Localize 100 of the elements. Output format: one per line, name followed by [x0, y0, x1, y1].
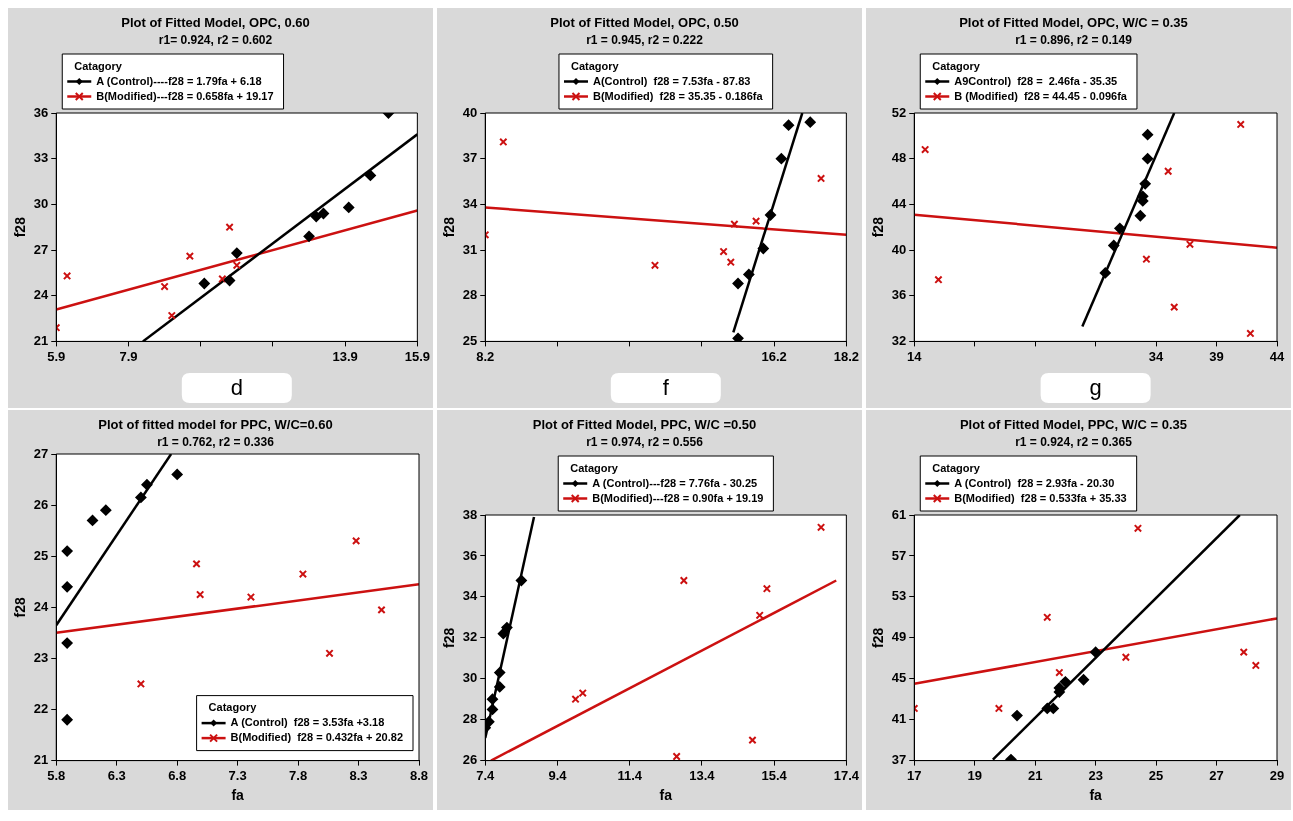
legend-label: B(Modified)---f28 = 0.658fa + 19.17 [96, 89, 274, 102]
y-tick-label: 31 [462, 241, 478, 257]
y-tick-label: 61 [891, 506, 907, 522]
x-tick-label: 25 [1148, 767, 1164, 783]
y-tick-label: 30 [33, 195, 49, 211]
legend-label: A9Control) f28 = 2.46fa - 35.35 [954, 74, 1118, 87]
x-tick-label: 23 [1088, 767, 1103, 783]
chart-subtitle: r1 = 0.896, r2 = 0.149 [1015, 33, 1133, 48]
chart-title: Plot of Fitted Model, OPC, 0.60 [121, 15, 310, 31]
x-tick-label: 19 [967, 767, 982, 783]
y-tick-label: 52 [891, 104, 907, 120]
legend-title: Catagory [570, 59, 620, 72]
legend-label: B (Modified) f28 = 44.45 - 0.096fa [954, 89, 1128, 102]
y-tick-label: 57 [891, 547, 907, 563]
y-tick-label: 28 [462, 287, 478, 303]
y-tick-label: 21 [33, 332, 49, 348]
y-tick-label: 36 [33, 104, 49, 120]
legend-label: A (Control)----f28 = 1.79fa + 6.18 [96, 74, 262, 87]
y-tick-label: 26 [33, 496, 49, 512]
y-tick-label: 48 [891, 150, 907, 166]
x-tick-label: 7.4 [476, 767, 496, 783]
y-tick-label: 33 [33, 150, 49, 166]
x-tick-label: 13.9 [332, 348, 358, 364]
x-tick-label: 7.9 [119, 348, 138, 364]
y-tick-label: 34 [462, 588, 479, 604]
legend-title: Catagory [74, 59, 123, 72]
y-tick-label: 37 [462, 150, 478, 166]
x-tick-label: 44 [1269, 348, 1285, 364]
legend-label: B(Modified) f28 = 0.432fa + 20.82 [230, 731, 403, 744]
x-tick-label: 6.3 [107, 767, 126, 783]
y-tick-label: 40 [891, 241, 907, 257]
text: f [662, 375, 670, 401]
chart-title: Plot of Fitted Model, OPC, W/C = 0.35 [959, 15, 1188, 31]
x-tick-label: 27 [1209, 767, 1224, 783]
x-tick-label: 39 [1209, 348, 1224, 364]
y-tick-label: 36 [891, 287, 907, 303]
y-tick-label: 27 [33, 445, 49, 461]
y-tick-label: 32 [891, 332, 907, 348]
x-tick-label: 8.3 [349, 767, 368, 783]
text: d [230, 375, 243, 401]
x-axis-title: fa [1089, 787, 1103, 804]
legend-title: Catagory [932, 59, 981, 72]
y-tick-label: 49 [891, 629, 907, 645]
x-tick-label: 17 [907, 767, 922, 783]
y-tick-label: 24 [33, 287, 50, 303]
text: g [1089, 375, 1102, 401]
chart-title: Plot of fitted model for PPC, W/C=0.60 [98, 417, 333, 433]
legend-label: B(Modified) f28 = 35.35 - 0.186fa [592, 89, 764, 102]
chart-subtitle: r1 = 0.924, r2 = 0.365 [1015, 435, 1133, 450]
legend-title: Catagory [208, 701, 258, 714]
y-tick-label: 38 [462, 506, 478, 522]
legend-title: Catagory [932, 461, 981, 474]
x-tick-label: 8.2 [476, 348, 495, 364]
y-tick-label: 41 [891, 711, 907, 727]
y-tick-label: 40 [462, 104, 478, 120]
x-axis-title: fa [231, 787, 245, 804]
chart-title: Plot of Fitted Model, PPC, W/C =0.50 [532, 417, 757, 433]
y-axis-title: f28 [870, 216, 887, 238]
y-axis-title: f28 [441, 216, 458, 238]
legend-label: A (Control) f28 = 2.93fa - 20.30 [954, 476, 1115, 489]
legend-title: Catagory [570, 461, 619, 474]
y-tick-label: 26 [462, 752, 478, 768]
y-tick-label: 25 [462, 332, 478, 348]
x-tick-label: 8.8 [409, 767, 429, 783]
y-tick-label: 30 [462, 670, 478, 686]
x-tick-label: 29 [1269, 767, 1285, 783]
y-tick-label: 27 [33, 241, 49, 257]
x-tick-label: 9.4 [548, 767, 568, 783]
x-tick-label: 18.2 [833, 348, 860, 364]
x-tick-label: 34 [1148, 348, 1165, 364]
y-axis-title: f28 [12, 596, 29, 618]
y-tick-label: 44 [891, 195, 908, 211]
legend-label: B(Modified)---f28 = 0.90fa + 19.19 [592, 491, 764, 504]
x-tick-label: 15.4 [761, 767, 788, 783]
chart-subtitle: r1 = 0.762, r2 = 0.336 [157, 435, 275, 450]
x-tick-label: 21 [1027, 767, 1043, 783]
x-tick-label: 15.9 [404, 348, 431, 364]
y-tick-label: 23 [33, 649, 49, 665]
x-tick-label: 7.3 [228, 767, 247, 783]
x-tick-label: 16.2 [761, 348, 787, 364]
x-tick-label: 6.8 [168, 767, 187, 783]
x-tick-label: 7.8 [289, 767, 308, 783]
x-axis-title: fa [659, 787, 673, 804]
x-tick-label: 14 [907, 348, 923, 364]
y-tick-label: 36 [462, 547, 478, 563]
y-tick-label: 53 [891, 588, 907, 604]
y-tick-label: 22 [33, 701, 49, 717]
y-tick-label: 28 [462, 711, 478, 727]
chart-subtitle: r1 = 0.974, r2 = 0.556 [586, 435, 704, 450]
x-tick-label: 5.9 [47, 348, 66, 364]
legend-label: A(Control) f28 = 7.53fa - 87.83 [592, 74, 751, 87]
legend-label: B(Modified) f28 = 0.533fa + 35.33 [954, 491, 1127, 504]
y-tick-label: 32 [462, 629, 478, 645]
chart-subtitle: r1= 0.924, r2 = 0.602 [158, 33, 273, 48]
y-tick-label: 34 [462, 195, 479, 211]
legend-label: A (Control)---f28 = 7.76fa - 30.25 [592, 476, 758, 489]
chart-title: Plot of Fitted Model, OPC, 0.50 [550, 15, 739, 31]
y-tick-label: 45 [891, 670, 907, 686]
x-tick-label: 5.8 [47, 767, 66, 783]
chart-title: Plot of Fitted Model, PPC, W/C = 0.35 [959, 417, 1188, 433]
